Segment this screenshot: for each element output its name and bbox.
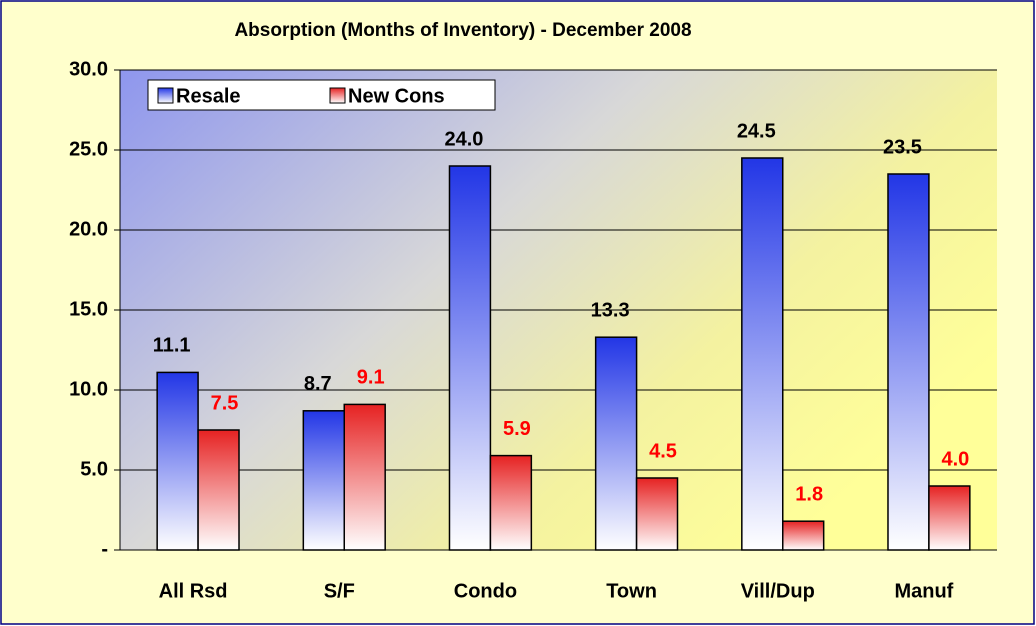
y-tick-label: 30.0: [69, 58, 108, 80]
data-label: 5.9: [503, 418, 531, 440]
x-tick-label: Town: [606, 580, 657, 602]
bar: [448, 165, 492, 551]
x-tick-label: Condo: [454, 580, 517, 602]
data-label: 23.5: [883, 136, 922, 158]
data-label: 7.5: [211, 392, 239, 414]
data-label: 24.0: [444, 128, 483, 150]
y-tick-label: 15.0: [69, 298, 108, 320]
bar: [489, 454, 533, 551]
bar: [782, 520, 825, 551]
legend-swatch: [157, 87, 174, 104]
bar: [343, 403, 386, 551]
data-label: 1.8: [795, 483, 823, 505]
y-tick-label: 5.0: [80, 458, 108, 480]
y-tick-label: 20.0: [69, 218, 108, 240]
bar: [887, 173, 930, 551]
data-label: 4.0: [941, 448, 969, 470]
data-label: 8.7: [304, 373, 332, 395]
y-tick-label: -: [101, 538, 108, 560]
y-tick-label: 10.0: [69, 378, 108, 400]
y-tick-label: 25.0: [69, 138, 108, 160]
data-label: 24.5: [737, 120, 776, 142]
legend-label: Resale: [176, 85, 241, 107]
x-tick-label: S/F: [324, 580, 355, 602]
x-tick-label: Manuf: [894, 580, 953, 602]
data-label: 13.3: [591, 299, 630, 321]
chart-title: Absorption (Months of Inventory) - Decem…: [234, 20, 691, 41]
bar: [197, 429, 240, 551]
data-label: 11.1: [153, 335, 191, 357]
bar: [594, 336, 638, 551]
bar: [302, 410, 345, 551]
bar: [156, 371, 199, 551]
bar: [928, 485, 971, 551]
x-tick-label: Vill/Dup: [741, 580, 815, 602]
data-label: 9.1: [357, 367, 385, 389]
data-label: 4.5: [649, 440, 677, 462]
x-tick-label: All Rsd: [159, 580, 228, 602]
legend: [147, 79, 496, 111]
legend-label: New Cons: [348, 85, 445, 107]
bar: [635, 477, 679, 551]
legend-swatch: [329, 87, 346, 104]
bar: [741, 157, 784, 551]
